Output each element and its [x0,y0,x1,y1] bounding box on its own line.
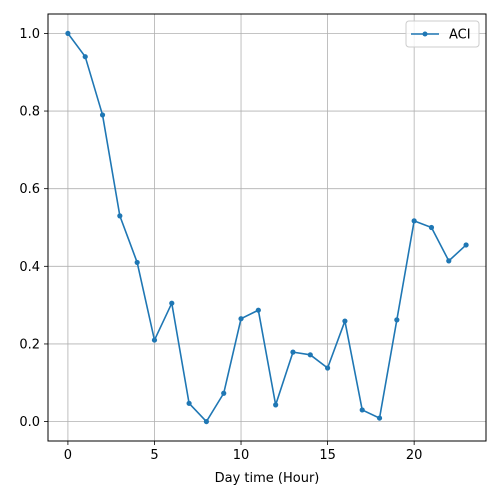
data-point [169,300,175,306]
data-point [290,349,296,355]
plot-frame [47,13,487,442]
x-axis-title: Day time (Hour) [215,471,320,486]
data-point [394,317,400,323]
data-point [359,407,365,413]
data-point [273,402,279,408]
x-tick-label: 20 [406,448,423,463]
data-point [255,307,261,313]
legend: ACI [405,20,480,48]
data-point [324,365,331,371]
data-point [151,337,158,343]
x-tick-label: 5 [150,448,158,463]
x-tick-label: 10 [233,448,250,463]
axis-ticks: 0 5 10 15 20 0.0 0.2 0.4 0.6 0.8 1.0 [19,27,422,463]
x-tick-label: 0 [64,448,72,463]
y-tick-label: 1.0 [19,27,40,42]
legend-marker [422,31,428,37]
y-tick-label: 0.6 [19,182,40,197]
data-point [342,318,348,324]
data-point [186,400,192,406]
data-point [238,316,244,322]
grid-lines [48,14,486,441]
y-tick-label: 0.0 [19,415,40,430]
data-point [65,30,71,37]
y-tick-label: 0.2 [19,337,40,352]
data-point [376,415,383,421]
data-point [117,213,123,219]
legend-entry-aci: ACI [449,28,471,43]
legend-box [405,20,480,48]
y-tick-label: 0.8 [19,105,40,120]
data-point [463,242,469,248]
data-point [428,224,435,231]
data-point [307,352,313,358]
data-point [82,54,88,60]
data-point [134,259,140,266]
data-point [221,390,227,396]
data-point [203,418,210,425]
series-line-aci [67,32,467,423]
series-layer [65,30,469,425]
data-point [99,112,106,118]
x-tick-label: 15 [319,448,336,463]
data-point [411,218,417,224]
data-point [446,258,452,264]
y-tick-label: 0.4 [19,260,40,275]
